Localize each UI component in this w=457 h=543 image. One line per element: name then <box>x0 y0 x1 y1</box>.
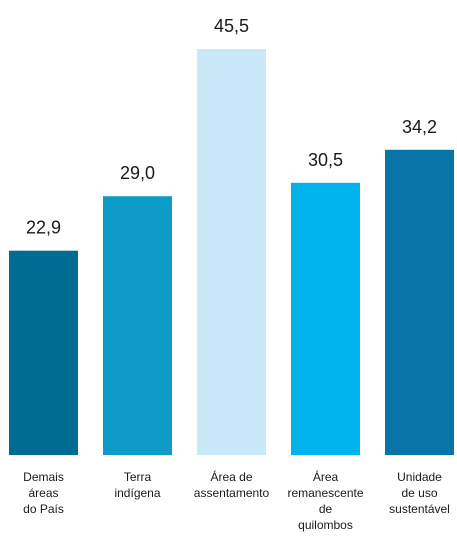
category-label-area-de-assentamento: Área de assentamento <box>194 469 270 500</box>
bar-area-de-assentamento <box>197 49 266 455</box>
value-label-terra-indigena: 29,0 <box>120 163 155 183</box>
bar-area-remanescente-de-quilombos <box>291 182 360 456</box>
value-labels-group: 22,9 29,0 45,5 30,5 34,2 <box>26 16 437 238</box>
bar-terra-indigena <box>103 196 172 455</box>
value-label-unidade-de-uso-sustentavel: 34,2 <box>402 117 437 137</box>
category-label-area-remanescente-de-quilombos: Área remanescente de quilombos <box>287 469 363 532</box>
bars-group <box>9 49 454 456</box>
bar-demais-areas-do-pais <box>9 250 78 455</box>
value-label-area-de-assentamento: 45,5 <box>214 16 249 36</box>
bar-unidade-de-uso-sustentavel <box>385 149 454 456</box>
category-label-demais-areas-do-pais: Demais áreas do País <box>23 470 64 516</box>
category-label-terra-indigena: Terra indígena <box>114 470 160 500</box>
value-label-area-remanescente-de-quilombos: 30,5 <box>308 150 343 170</box>
value-label-demais-areas-do-pais: 22,9 <box>26 218 61 238</box>
category-labels-group: Demais áreas do País Terra indígena Área de as… <box>23 469 450 532</box>
category-label-unidade-de-uso-sustentavel: Unidade de uso sustentável <box>389 470 450 516</box>
